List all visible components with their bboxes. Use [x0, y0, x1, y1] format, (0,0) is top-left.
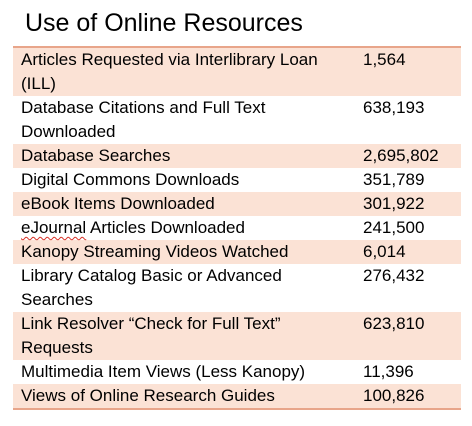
table-row: Views of Online Research Guides 100,826	[13, 384, 461, 408]
row-label: Database Searches	[13, 144, 353, 168]
table-row: Kanopy Streaming Videos Watched 6,014	[13, 240, 461, 264]
row-value: 241,500	[363, 218, 425, 237]
row-value: 623,810	[353, 312, 461, 360]
table-row: Digital Commons Downloads 351,789	[13, 168, 461, 192]
row-value: 6,014	[353, 240, 461, 264]
table-row: Multimedia Item Views (Less Kanopy) 11,3…	[13, 360, 461, 384]
usage-table: Articles Requested via Interlibrary Loan…	[13, 46, 461, 410]
table-row: Database Citations and Full Text Downloa…	[13, 96, 461, 144]
row-value: 100,826	[353, 384, 461, 408]
row-label: Views of Online Research Guides	[13, 384, 353, 408]
table-row: Link Resolver “Check for Full Text” Requ…	[13, 312, 461, 360]
table-row: eBook Items Downloaded 301,922	[13, 192, 461, 216]
row-label-rest: Articles Downloaded	[86, 218, 245, 237]
row-value: 1,564	[353, 48, 461, 96]
row-value: 276,432	[363, 266, 425, 285]
row-label: Link Resolver “Check for Full Text” Requ…	[13, 312, 353, 360]
table-row: Library Catalog Basic or Advanced Search…	[13, 264, 461, 312]
row-value: 638,193	[363, 98, 425, 117]
table-row: eJournal Articles Downloaded 241,500	[13, 216, 461, 240]
table-row: Articles Requested via Interlibrary Loan…	[13, 48, 461, 96]
spellcheck-flagged-word: eJournal	[21, 218, 87, 237]
row-label: Multimedia Item Views (Less Kanopy)	[21, 362, 306, 381]
row-label: Kanopy Streaming Videos Watched	[13, 240, 353, 264]
table-row: Database Searches 2,695,802	[13, 144, 461, 168]
row-label: eJournal Articles Downloaded	[13, 216, 353, 240]
page-title: Use of Online Resources	[25, 9, 303, 37]
row-value: 301,922	[353, 192, 461, 216]
usage-table-grid: Articles Requested via Interlibrary Loan…	[13, 48, 461, 408]
row-label: Library Catalog Basic or Advanced Search…	[21, 266, 282, 309]
row-label: Database Citations and Full Text Downloa…	[21, 98, 266, 141]
row-label: Digital Commons Downloads	[21, 170, 240, 189]
row-label: Articles Requested via Interlibrary Loan…	[13, 48, 353, 96]
row-label: eBook Items Downloaded	[13, 192, 353, 216]
row-value: 351,789	[363, 170, 425, 189]
row-value: 11,396	[363, 362, 414, 381]
row-value: 2,695,802	[353, 144, 461, 168]
